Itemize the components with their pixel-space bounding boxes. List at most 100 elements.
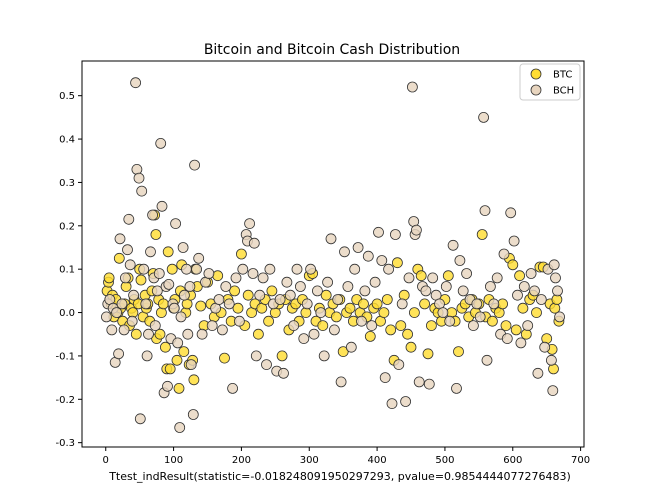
btc-point xyxy=(188,374,200,386)
bch-point xyxy=(373,226,384,238)
bch-point xyxy=(413,376,425,388)
bch-point xyxy=(539,341,551,353)
bch-point xyxy=(315,307,327,319)
bch-point xyxy=(291,263,303,275)
btc-point xyxy=(391,257,403,269)
bch-point xyxy=(410,224,422,236)
bch-point xyxy=(318,350,330,362)
x-axis-label: Ttest_indResult(statistic=-0.01824809195… xyxy=(108,470,571,483)
btc-point xyxy=(378,307,390,319)
bch-point xyxy=(143,328,154,340)
bch-point xyxy=(244,218,256,230)
bch-point xyxy=(254,289,266,301)
bch-point xyxy=(106,324,118,336)
bch-point xyxy=(379,372,391,384)
bch-point xyxy=(396,298,408,310)
bch-point xyxy=(250,350,262,362)
bch-point xyxy=(467,320,479,332)
bch-point xyxy=(548,259,560,271)
bch-point xyxy=(525,268,537,279)
btc-point xyxy=(476,229,488,240)
bch-point xyxy=(133,172,145,184)
bch-point xyxy=(227,382,239,394)
btc-point xyxy=(320,289,332,301)
bch-point xyxy=(335,376,347,388)
btc-point xyxy=(442,270,454,282)
bch-point xyxy=(114,233,126,245)
bch-point xyxy=(362,250,374,262)
btc-point xyxy=(381,294,393,305)
bch-point xyxy=(136,185,148,197)
bch-point xyxy=(163,278,175,290)
bch-point xyxy=(423,378,435,390)
bch-point xyxy=(325,233,337,245)
bch-point xyxy=(203,268,215,279)
btc-point xyxy=(364,330,376,342)
bch-point xyxy=(177,242,189,253)
btc-point xyxy=(135,274,147,286)
bch-point xyxy=(479,205,491,217)
btc-point xyxy=(408,307,420,319)
x-tick-label: 600 xyxy=(503,455,522,466)
bch-point xyxy=(149,320,161,332)
bch-point xyxy=(124,259,136,271)
bch-point xyxy=(145,246,156,258)
plot-frame xyxy=(81,60,585,448)
btc-point xyxy=(507,259,519,271)
bch-point xyxy=(298,333,310,345)
btc-point xyxy=(252,328,264,340)
bch-point xyxy=(437,307,449,319)
bch-point xyxy=(328,324,340,336)
bch-point xyxy=(182,328,194,340)
bch-point xyxy=(274,294,286,305)
y-tick-label: -0.3 xyxy=(55,438,75,449)
bch-point xyxy=(134,413,146,425)
bch-point xyxy=(181,263,192,275)
bch-point xyxy=(206,320,218,332)
bch-point xyxy=(120,272,131,284)
bch-point xyxy=(184,281,196,292)
btc-point xyxy=(113,252,125,264)
bch-point xyxy=(529,285,540,297)
bch-point xyxy=(420,285,432,297)
bch-point xyxy=(130,77,142,89)
bch-point xyxy=(322,276,334,288)
bch-point xyxy=(257,272,269,284)
bch-point xyxy=(264,263,276,275)
bch-point xyxy=(535,294,547,305)
bch-point xyxy=(170,218,182,230)
btc-point xyxy=(402,328,414,340)
btc-point xyxy=(164,363,176,375)
bch-point xyxy=(366,320,378,332)
bch-point xyxy=(101,311,112,323)
bch-point xyxy=(376,255,388,266)
bch-point xyxy=(147,209,159,221)
btc-point xyxy=(415,270,427,282)
btc-point xyxy=(266,285,278,297)
bch-point xyxy=(427,272,439,284)
bch-point xyxy=(189,159,201,171)
bch-point xyxy=(141,350,153,362)
bch-point xyxy=(278,367,289,379)
bch-point xyxy=(444,315,456,327)
bch-point xyxy=(237,263,249,275)
y-tick-label: -0.1 xyxy=(55,351,75,362)
bch-point xyxy=(288,320,300,332)
btc-point xyxy=(405,341,417,353)
bch-point xyxy=(349,263,361,275)
bch-point xyxy=(216,324,228,336)
bch-point xyxy=(168,302,180,314)
y-tick-label: 0.3 xyxy=(59,178,75,189)
bch-point xyxy=(447,239,459,251)
bch-point xyxy=(178,289,190,301)
bch-point xyxy=(191,263,203,275)
bch-point xyxy=(461,268,473,279)
btc-point xyxy=(195,300,207,312)
bch-point xyxy=(400,396,412,407)
bch-point xyxy=(172,337,184,349)
y-tick-label: -0.2 xyxy=(55,395,75,406)
bch-point xyxy=(187,409,199,420)
bch-point xyxy=(308,328,320,340)
bch-point xyxy=(484,281,496,292)
